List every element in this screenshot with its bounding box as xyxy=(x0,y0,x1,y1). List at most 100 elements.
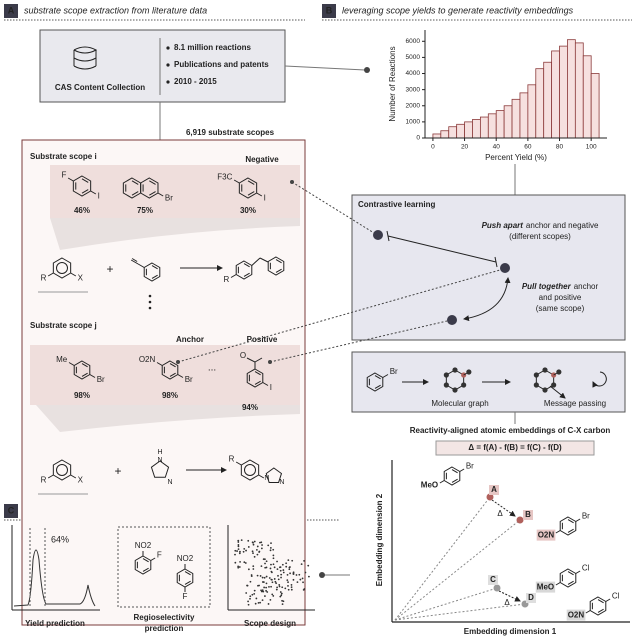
bond xyxy=(575,570,581,574)
scope-title: Substrate scope i xyxy=(30,152,97,161)
formula: Δ = f(A) - f(B) = f(C) - f(D) xyxy=(468,443,562,452)
double-bond xyxy=(81,363,88,368)
double-bond xyxy=(275,268,282,273)
scatter-point xyxy=(238,566,241,568)
atom-label: R xyxy=(41,274,47,283)
task-label: prediction xyxy=(145,624,184,633)
more: ... xyxy=(208,363,216,374)
scatter-point xyxy=(243,547,246,550)
graph-node xyxy=(452,367,458,373)
atom-label: MeO xyxy=(537,583,554,592)
scatter-point xyxy=(264,595,266,597)
scatter-point xyxy=(245,592,248,594)
scatter-point xyxy=(287,581,289,584)
point-label-bg xyxy=(488,575,498,585)
scatter-point xyxy=(272,595,275,597)
graph-node xyxy=(443,382,449,388)
bond xyxy=(259,257,269,263)
scatter-point xyxy=(270,542,272,545)
atom-label: F3C xyxy=(217,173,232,182)
scatter-point xyxy=(259,575,262,577)
atom-label: R xyxy=(41,476,47,485)
double-bond xyxy=(254,371,261,376)
scatter-point xyxy=(255,597,258,600)
bond xyxy=(150,557,156,561)
atom-label: F xyxy=(183,592,188,601)
bullet xyxy=(166,80,170,84)
double-bond xyxy=(131,191,139,196)
x-axis-label: Embedding dimension 1 xyxy=(464,627,557,636)
atom-label-bg xyxy=(566,609,586,621)
atom-label: Cl xyxy=(582,564,590,573)
scatter-point xyxy=(270,585,272,588)
scatter-point xyxy=(265,586,268,589)
double-bond xyxy=(81,189,89,194)
source-name: CAS Content Collection xyxy=(55,83,145,92)
y-tick-label: 4000 xyxy=(406,70,421,77)
task-label: Yield prediction xyxy=(25,619,85,628)
scatter-point xyxy=(264,566,267,569)
scatter-point xyxy=(249,595,252,598)
double-bond xyxy=(151,274,158,279)
scatter-point xyxy=(286,579,289,582)
scatter-point xyxy=(251,541,254,544)
scatter-point xyxy=(246,584,248,587)
embedding-title: Reactivity-aligned atomic embeddings of … xyxy=(410,426,611,435)
scatter-point xyxy=(285,565,288,568)
scatter-point xyxy=(295,574,298,576)
contrastive-box xyxy=(351,194,626,341)
scatter-point xyxy=(260,541,263,544)
ellipsis-dot xyxy=(148,294,152,298)
histogram-bar xyxy=(590,73,600,139)
scatter-point xyxy=(256,574,259,577)
ring xyxy=(52,459,72,481)
scatter-point xyxy=(281,586,284,589)
scatter-point xyxy=(277,574,279,577)
scatter-point xyxy=(247,539,250,542)
scatter-point xyxy=(273,566,276,569)
atom-label: Br xyxy=(165,194,173,203)
scatter-point xyxy=(290,584,293,586)
atom-label: Br xyxy=(390,367,398,376)
bond xyxy=(262,382,269,386)
scatter-point xyxy=(298,573,301,576)
double-bond xyxy=(567,519,574,524)
scatter-point xyxy=(269,567,272,570)
text: anchor xyxy=(574,282,599,291)
bond xyxy=(246,357,256,363)
scatter-point xyxy=(267,544,270,547)
scatter-point xyxy=(262,581,265,583)
double-bond xyxy=(597,599,604,604)
atom-label: O xyxy=(240,351,246,360)
scatter-point xyxy=(254,602,257,605)
scatter-point xyxy=(265,589,267,592)
atom-label: N xyxy=(279,479,284,486)
formula-box xyxy=(435,440,595,456)
scatter-point xyxy=(238,552,241,555)
push-text: Push apart anchor and negative xyxy=(482,221,599,230)
push-bar xyxy=(386,230,390,242)
scatter-point xyxy=(275,588,278,591)
scatter-point xyxy=(276,586,279,589)
scatter-point xyxy=(270,578,273,581)
yield: 98% xyxy=(162,391,178,400)
task-frame xyxy=(117,526,211,608)
histogram-bar xyxy=(582,55,592,139)
atom-label: F xyxy=(62,171,67,180)
ring xyxy=(150,460,170,478)
scatter-point xyxy=(282,571,285,574)
scatter-point xyxy=(237,543,240,546)
panel-label: B xyxy=(326,5,333,15)
atom-label-bg xyxy=(536,529,556,541)
scatter-point xyxy=(257,584,259,587)
x-tick-label: 40 xyxy=(493,144,501,151)
database-icon xyxy=(73,65,97,70)
double-bond xyxy=(567,580,574,585)
message-arrow xyxy=(549,385,566,399)
scatter-point xyxy=(301,577,304,580)
bullet xyxy=(166,46,170,50)
histogram-bar xyxy=(567,39,576,139)
double-bond xyxy=(451,469,458,474)
point-label: A xyxy=(491,485,497,494)
scatter-point xyxy=(269,547,272,549)
